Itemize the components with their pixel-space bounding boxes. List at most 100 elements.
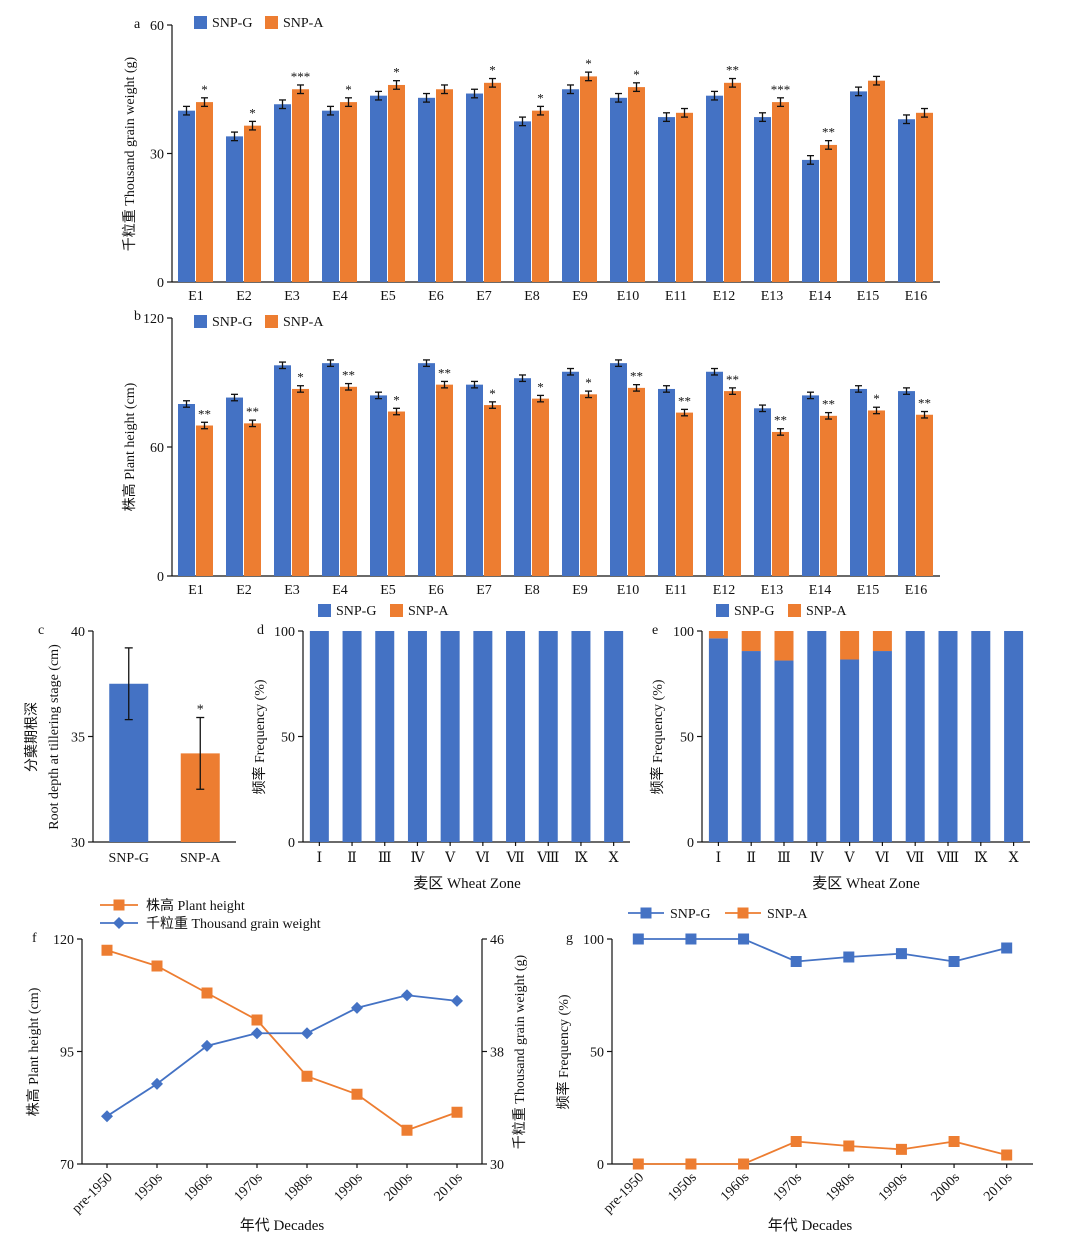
panel-a-bar-snp-g (706, 95, 723, 282)
panel-b-y-label: 株高 Plant height (cm) (121, 382, 138, 511)
panel-a-x-tick-label: E5 (380, 289, 396, 304)
panel-e-bar-snp-g (1004, 631, 1024, 842)
panel-d-x-tick-label: Ⅵ (475, 851, 490, 866)
panel-g-snp-a-point (1001, 1149, 1013, 1161)
panel-a-bar-snp-g (754, 117, 771, 282)
panel-f-grain-weight-point (351, 1001, 363, 1014)
panel-a-letter: a (134, 17, 141, 32)
panel-b-x-tick-label: E9 (572, 583, 588, 598)
panel-a-significance-mark: * (393, 65, 400, 80)
panel-g-x-tick-label: 1960s (718, 1170, 752, 1204)
panel-a-bar-snp-a (868, 80, 885, 282)
panel-d-x-label: 麦区 Wheat Zone (413, 875, 521, 892)
panel-d-bar-snp-g (309, 631, 329, 842)
panel-g-y-tick-label: 50 (590, 1046, 604, 1061)
panel-f-grain-weight-point (301, 1027, 313, 1040)
panel-e-bar-snp-g (905, 631, 925, 842)
panel-d-y-label: 频率 Frequency (%) (251, 679, 268, 794)
panel-b-bar-snp-g (178, 404, 195, 576)
panel-b-significance-mark: * (873, 391, 880, 406)
panel-a-bar-snp-g (274, 104, 291, 282)
panel-e-x-tick-label: Ⅵ (874, 851, 889, 866)
panel-b-snp-g-legend-swatch (194, 315, 207, 328)
panel-a-bar-snp-g (370, 95, 387, 282)
panel-g-snp-a-point (790, 1136, 802, 1147)
panel-c-y-label-en: Root depth at tillering stage (cm) (47, 644, 62, 830)
panel-g-snp-g-point (632, 933, 644, 945)
panel-g-x-tick-label: 1980s (823, 1170, 857, 1204)
panel-d-x-tick-label: Ⅴ (444, 851, 456, 866)
panel-b-bar-snp-a (340, 386, 357, 576)
panel-d-letter: d (257, 623, 264, 638)
panel-d-x-tick-label: Ⅱ (347, 851, 357, 866)
panel-b-bar-snp-g (514, 378, 531, 576)
panel-b-significance-mark: ** (630, 369, 643, 384)
panel-b-bar-snp-a (676, 412, 693, 576)
panel-g-snp-a-point (843, 1140, 855, 1152)
panel-a-y-label: 千粒重 Thousand grain weight (g) (122, 56, 138, 251)
panel-g-snp-a-point (895, 1143, 907, 1155)
panel-f-plant-height-point (301, 1070, 313, 1082)
panel-b-snp-g-legend-label: SNP-G (212, 315, 252, 330)
panel-b-bar-snp-a (772, 431, 789, 576)
panel-a-x-tick-label: E7 (476, 289, 492, 304)
panel-g-y-tick-label: 0 (597, 1158, 604, 1173)
panel-b-bar-snp-g (466, 384, 483, 576)
panel-f-x-tick-label: 1960s (182, 1170, 216, 1204)
panel-g-x-tick-label: 1950s (666, 1170, 700, 1204)
panel-e-snp-a-legend-swatch (788, 604, 801, 617)
panel-a-bar-snp-a (244, 125, 261, 283)
panel-f-letter: f (32, 931, 37, 946)
panel-c-x-tick-label: SNP-A (180, 851, 221, 866)
panel-f-y-tick-label-left: 120 (53, 933, 74, 948)
panel-b-bar-snp-g (898, 391, 915, 576)
panel-f-x-tick-label: pre-1950 (69, 1170, 115, 1216)
panel-a-snp-g-legend-label: SNP-G (212, 16, 252, 31)
panel-g-legend-marker-g (640, 907, 652, 919)
panel-a-x-tick-label: E3 (284, 289, 300, 304)
panel-a-bar-snp-a (676, 112, 693, 282)
panel-a-significance-mark: *** (291, 69, 311, 84)
panel-a-bar-snp-g (514, 121, 531, 282)
panel-b-significance-mark: ** (726, 372, 739, 387)
panel-g-x-tick-label: 2010s (981, 1170, 1015, 1204)
panel-d-bar-snp-g (375, 631, 395, 842)
panel-d-y-tick-label: 0 (288, 836, 295, 851)
panel-b-bar-snp-g (562, 371, 579, 576)
panel-g-legend-label-a: SNP-A (767, 907, 808, 922)
panel-d-snp-a-legend-swatch (390, 604, 403, 617)
panel-f-y-label-right: 千粒重 Thousand grain weight (g) (512, 954, 528, 1149)
panel-g-snp-a-point (738, 1158, 750, 1170)
panel-a-bar-snp-g (178, 110, 195, 283)
panel-b-bar-snp-a (532, 398, 549, 576)
panel-d-x-tick-label: Ⅷ (536, 851, 559, 866)
panel-d-snp-g-legend-swatch (318, 604, 331, 617)
panel-a-bar-snp-a (628, 87, 645, 282)
panel-f-grain-weight-line (106, 994, 458, 1117)
panel-g-snp-g-point (1001, 942, 1013, 954)
panel-a-y-tick-label: 30 (150, 148, 164, 163)
panel-c-y-tick-label: 30 (71, 836, 85, 851)
panel-b-x-tick-label: E10 (617, 583, 640, 598)
panel-d-bar-snp-g (571, 631, 591, 842)
panel-d-y-tick-label: 50 (281, 731, 295, 746)
panel-b-bar-snp-g (226, 397, 243, 576)
panel-a-snp-a-legend-swatch (265, 16, 278, 29)
panel-e-snp-g-legend-label: SNP-G (734, 604, 774, 619)
panel-b-snp-a-legend-label: SNP-A (283, 315, 324, 330)
panel-b-x-tick-label: E14 (809, 583, 832, 598)
panel-b-significance-mark: ** (678, 393, 691, 408)
panel-e-x-tick-label: Ⅰ (716, 851, 722, 866)
panel-f-x-tick-label: 1990s (332, 1170, 366, 1204)
panel-g-y-label: 频率 Frequency (%) (555, 994, 572, 1109)
panel-g-letter: g (566, 931, 573, 946)
panel-f-x-tick-label: 1980s (282, 1170, 316, 1204)
panel-g-x-tick-label: 2000s (929, 1170, 963, 1204)
panel-g-legend-marker-a (737, 907, 749, 919)
panel-d-bar-snp-g (473, 631, 493, 842)
panel-e-y-tick-label: 50 (680, 731, 694, 746)
panel-e-bar-snp-a (840, 631, 860, 660)
panel-e-x-tick-label: Ⅷ (936, 851, 959, 866)
panel-a-snp-a-legend-label: SNP-A (283, 16, 324, 31)
panel-a-x-tick-label: E13 (761, 289, 784, 304)
